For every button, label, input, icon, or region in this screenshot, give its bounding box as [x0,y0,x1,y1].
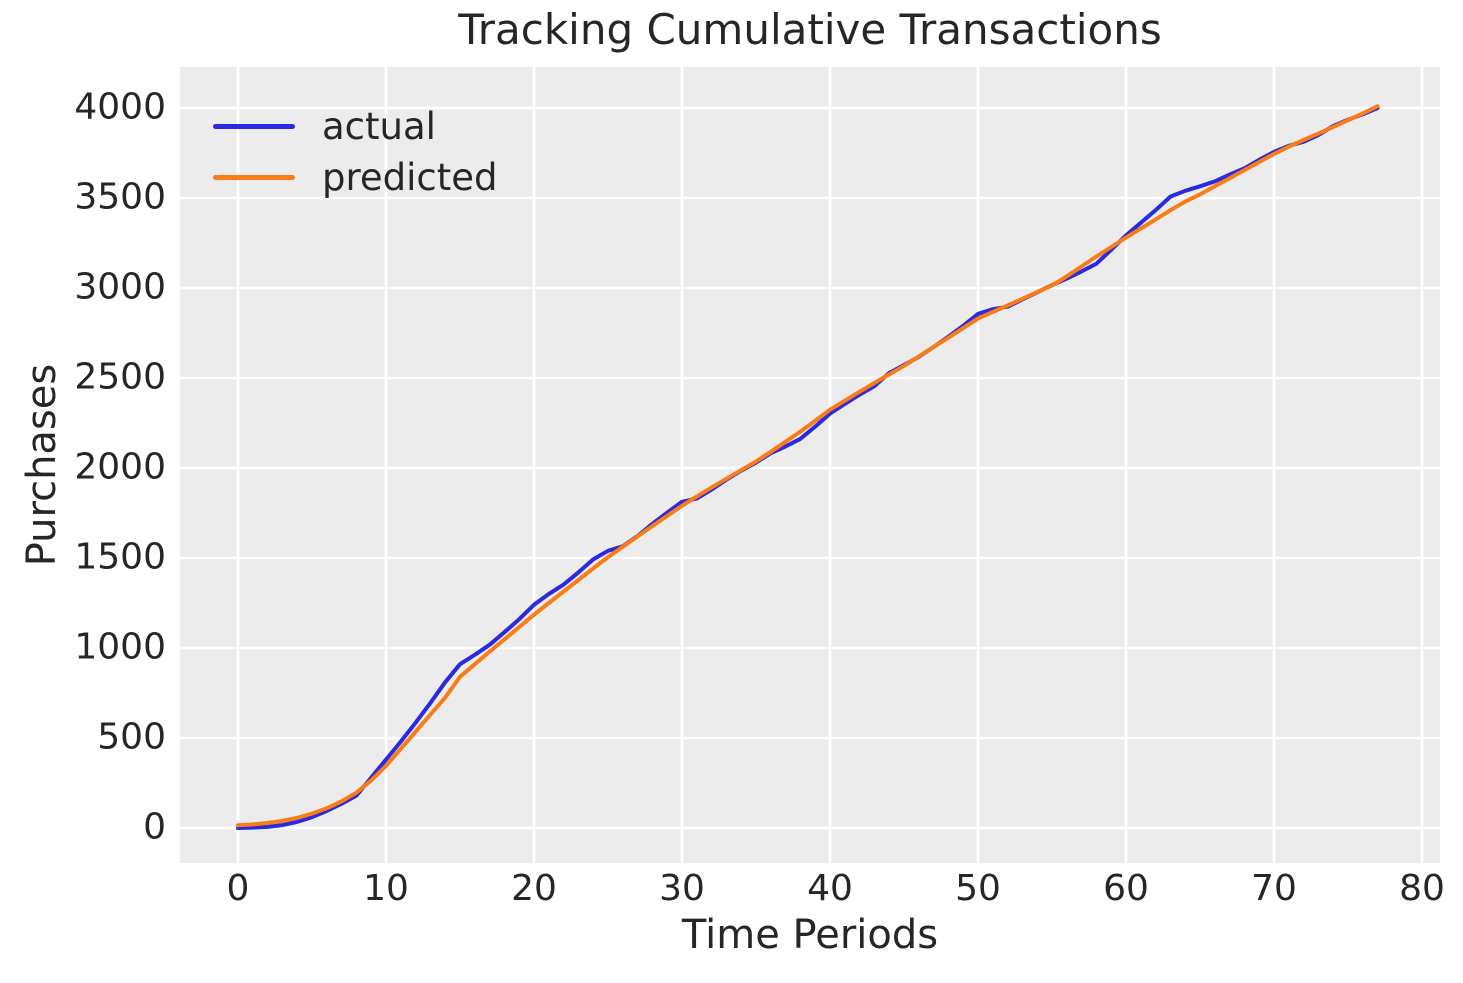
x-tick-label: 50 [955,868,1001,909]
x-tick-label: 70 [1251,868,1297,909]
y-tick-label: 4000 [74,86,166,128]
legend-label: predicted [322,156,498,199]
x-tick-label: 30 [659,868,705,909]
y-tick-label: 1000 [74,626,166,668]
legend-item-actual: actual [213,101,498,152]
y-tick-label: 3500 [74,176,166,218]
plot-area: actual predicted [180,67,1440,863]
series-predicted-line [236,104,1380,828]
legend-label: actual [322,105,436,148]
chart-title: Tracking Cumulative Transactions [458,5,1162,54]
legend-item-predicted: predicted [213,152,498,203]
legend: actual predicted [213,101,498,203]
x-tick-label: 20 [511,868,557,909]
chart-canvas [180,67,1440,863]
y-tick-label: 0 [143,806,166,848]
legend-swatch-predicted [213,175,295,180]
legend-swatch-actual [213,124,295,129]
y-tick-label: 2500 [74,356,166,398]
x-tick-label: 10 [363,868,409,909]
x-tick-label: 60 [1103,868,1149,909]
y-tick-label: 500 [97,716,166,758]
y-tick-label: 2000 [74,446,166,488]
x-axis-label: Time Periods [681,912,939,958]
x-tick-label: 0 [226,868,250,909]
y-tick-label: 3000 [74,266,166,308]
y-tick-label: 1500 [74,536,166,578]
x-tick-label: 40 [807,868,853,909]
series-actual-line [236,106,1380,830]
x-tick-label: 80 [1399,868,1445,909]
